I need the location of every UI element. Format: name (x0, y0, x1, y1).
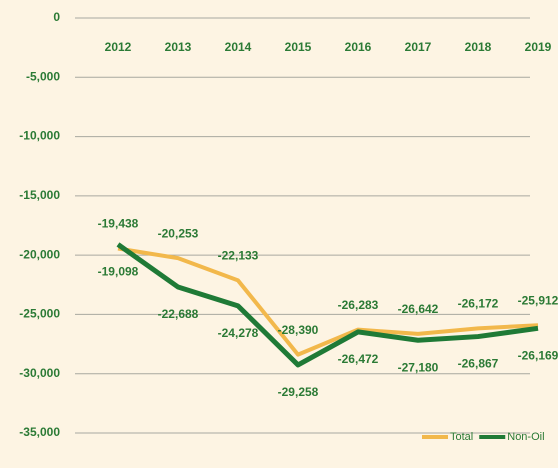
data-label: -26,172 (458, 296, 499, 310)
line (117, 246, 539, 357)
data-label: -24,278 (218, 326, 259, 340)
x-tick-label: 2017 (405, 40, 432, 54)
x-tick-label: 2014 (225, 40, 252, 54)
data-label: -25,912 (518, 293, 558, 307)
data-label: -19,098 (98, 265, 139, 279)
y-tick-label: -30,000 (19, 366, 60, 380)
data-label: -19,438 (98, 217, 139, 231)
x-tick-label: 2012 (105, 40, 132, 54)
data-label: -29,258 (278, 385, 319, 399)
y-tick-label: -10,000 (19, 129, 60, 143)
y-tick-label: -5,000 (26, 69, 60, 83)
line (116, 242, 539, 368)
y-tick-label: 0 (53, 10, 60, 24)
y-tick-label: -15,000 (19, 188, 60, 202)
y-tick-label: -35,000 (19, 425, 60, 439)
x-tick-label: 2018 (465, 40, 492, 54)
x-tick-label: 2013 (165, 40, 192, 54)
data-label: -28,390 (278, 323, 319, 337)
data-label: -22,133 (218, 249, 259, 263)
data-label: -26,642 (398, 302, 439, 316)
data-label: -26,472 (338, 352, 379, 366)
data-label: -27,180 (398, 360, 439, 374)
y-tick-label: -25,000 (19, 307, 60, 321)
legend-label: Non-Oil (507, 431, 544, 443)
data-label: -26,169 (518, 348, 558, 362)
data-label: -20,253 (158, 226, 199, 240)
x-tick-label: 2016 (345, 40, 372, 54)
data-label: -26,867 (458, 357, 499, 371)
y-tick-label: -20,000 (19, 247, 60, 261)
legend-label: Total (450, 431, 473, 443)
data-label: -22,688 (158, 307, 199, 321)
data-label: -26,283 (338, 298, 379, 312)
x-tick-label: 2019 (525, 40, 552, 54)
x-tick-label: 2015 (285, 40, 312, 54)
